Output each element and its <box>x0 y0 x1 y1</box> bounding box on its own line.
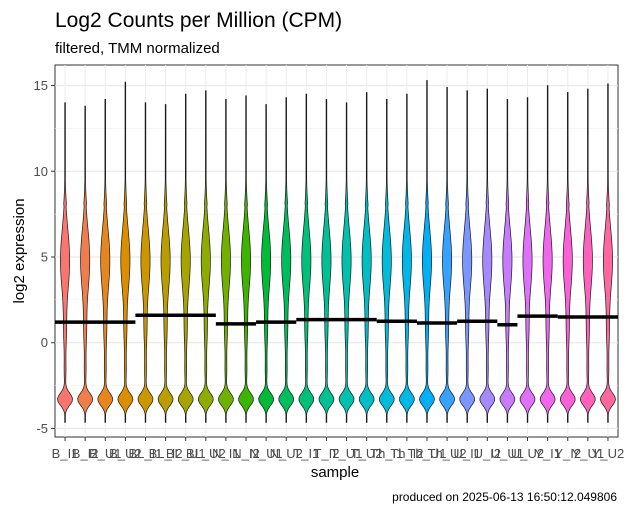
x-tick-label: T_I1 <box>293 446 319 461</box>
chart-subtitle: filtered, TMM normalized <box>55 40 220 57</box>
y-tick-label: 15 <box>34 78 48 93</box>
violin-U_U1 <box>499 98 516 423</box>
violin-Y_I1 <box>539 85 556 423</box>
violin-T_I1 <box>298 93 315 423</box>
violin-T_I2 <box>318 98 335 423</box>
violin-Th_I1 <box>378 98 395 423</box>
violin-N_U1 <box>258 104 275 423</box>
x-tick-label: N_I2 <box>232 446 259 461</box>
x-tick-label: T_I2 <box>313 446 339 461</box>
x-tick-label: N_U2 <box>270 446 303 461</box>
x-tick-label: U_U1 <box>491 446 524 461</box>
violin-B_I2 <box>77 105 94 423</box>
violin-Y_I2 <box>559 92 576 423</box>
x-tick-label: N_I1 <box>212 446 239 461</box>
violin-N_U2 <box>278 97 295 423</box>
violin-T_U2 <box>358 92 375 423</box>
violin-Th_I2 <box>399 93 415 423</box>
x-tick-label: Th_I2 <box>390 446 423 461</box>
caption: produced on 2025-06-13 16:50:12.049806 <box>392 490 617 504</box>
x-tick-label: U_U2 <box>511 446 544 461</box>
violin-B_U2 <box>117 81 134 423</box>
x-tick-label: U_I2 <box>474 446 501 461</box>
x-tick-label: Y_I2 <box>554 446 581 461</box>
x-tick-label: B_U1 <box>89 446 122 461</box>
violin-U_I2 <box>479 88 496 423</box>
x-axis: B_I1B_I2B_U1B_U2BL_I1BL_I2BL_U1BL_U2N_I1… <box>52 437 625 461</box>
y-tick-label: 5 <box>41 250 48 265</box>
plot-panel <box>54 64 619 438</box>
x-tick-label: N_U1 <box>250 446 283 461</box>
x-tick-label: B_I2 <box>72 446 99 461</box>
x-tick-label: Y_U2 <box>592 446 625 461</box>
x-tick-label: B_U2 <box>109 446 142 461</box>
x-tick-label: BL_U2 <box>186 446 226 461</box>
y-axis-title: log2 expression <box>11 198 28 303</box>
violin-Th_U1 <box>419 80 435 423</box>
x-tick-label: BL_I2 <box>149 446 183 461</box>
y-tick-label: 0 <box>41 335 48 350</box>
violin-B_U1 <box>97 98 114 423</box>
x-tick-label: Y_I1 <box>534 446 561 461</box>
violin-T_U1 <box>338 102 355 423</box>
violin-Y_U2 <box>600 83 616 423</box>
y-axis: -5 0 5 10 15 <box>34 78 55 436</box>
violin-U_I1 <box>459 90 475 423</box>
median-lines <box>55 313 618 327</box>
violin-N_I2 <box>238 95 254 423</box>
x-tick-label: U_I1 <box>453 446 480 461</box>
violin-N_I1 <box>218 98 234 423</box>
x-tick-label: B_I1 <box>52 446 79 461</box>
x-tick-label: Th_U1 <box>407 446 446 461</box>
violin-Th_U2 <box>439 86 455 423</box>
y-tick-label: -5 <box>36 421 48 436</box>
violin-B_I1 <box>57 102 73 423</box>
x-axis-title: sample <box>311 464 359 481</box>
y-tick-label: 10 <box>34 164 48 179</box>
x-tick-label: T_U2 <box>351 446 383 461</box>
x-tick-label: BL_I1 <box>128 446 162 461</box>
x-tick-label: Y_U1 <box>572 446 605 461</box>
violin-Y_U1 <box>580 88 596 423</box>
chart-title: Log2 Counts per Million (CPM) <box>55 9 342 32</box>
violins <box>57 80 616 423</box>
x-tick-label: Th_I1 <box>370 446 403 461</box>
x-tick-label: T_U1 <box>331 446 363 461</box>
x-tick-label: Th_U2 <box>428 446 467 461</box>
x-tick-label: BL_U1 <box>166 446 206 461</box>
